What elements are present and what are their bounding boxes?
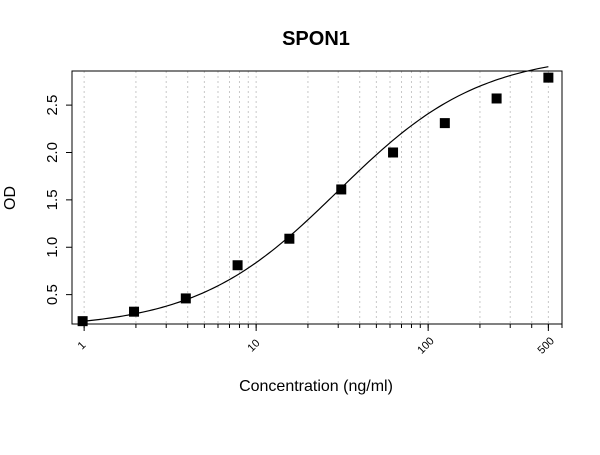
data-point xyxy=(77,316,88,327)
data-point xyxy=(180,293,191,304)
fit-curve-layer xyxy=(82,66,549,322)
y-tick-label: 2.0 xyxy=(44,142,61,163)
x-tick-label: 100 xyxy=(415,335,436,356)
y-tick-label: 2.5 xyxy=(44,95,61,116)
data-point xyxy=(284,233,295,244)
y-tick-label: 1.0 xyxy=(44,237,61,258)
data-point xyxy=(336,184,347,195)
data-points-layer xyxy=(77,72,554,327)
y-tick-label: 1.5 xyxy=(44,189,61,210)
y-axis-title: OD xyxy=(2,186,19,210)
data-point xyxy=(491,93,502,104)
y-tick-label: 0.5 xyxy=(44,284,61,305)
data-point xyxy=(129,306,140,317)
x-tick-label: 10 xyxy=(245,337,262,354)
grid-layer xyxy=(83,71,563,324)
fit-curve xyxy=(82,66,549,322)
data-point xyxy=(439,118,450,129)
x-axis-title: Concentration (ng/ml) xyxy=(239,378,393,395)
chart-title: SPON1 xyxy=(282,28,350,50)
axes-layer: 0.5 1.0 1.5 2.0 2.5 1 10 100 500 xyxy=(44,95,563,357)
plot-frame xyxy=(71,70,563,325)
x-tick-label: 1 xyxy=(76,339,89,352)
x-tick-label: 500 xyxy=(536,335,557,356)
data-point xyxy=(232,260,243,271)
data-point xyxy=(388,147,399,158)
data-point xyxy=(543,72,554,83)
